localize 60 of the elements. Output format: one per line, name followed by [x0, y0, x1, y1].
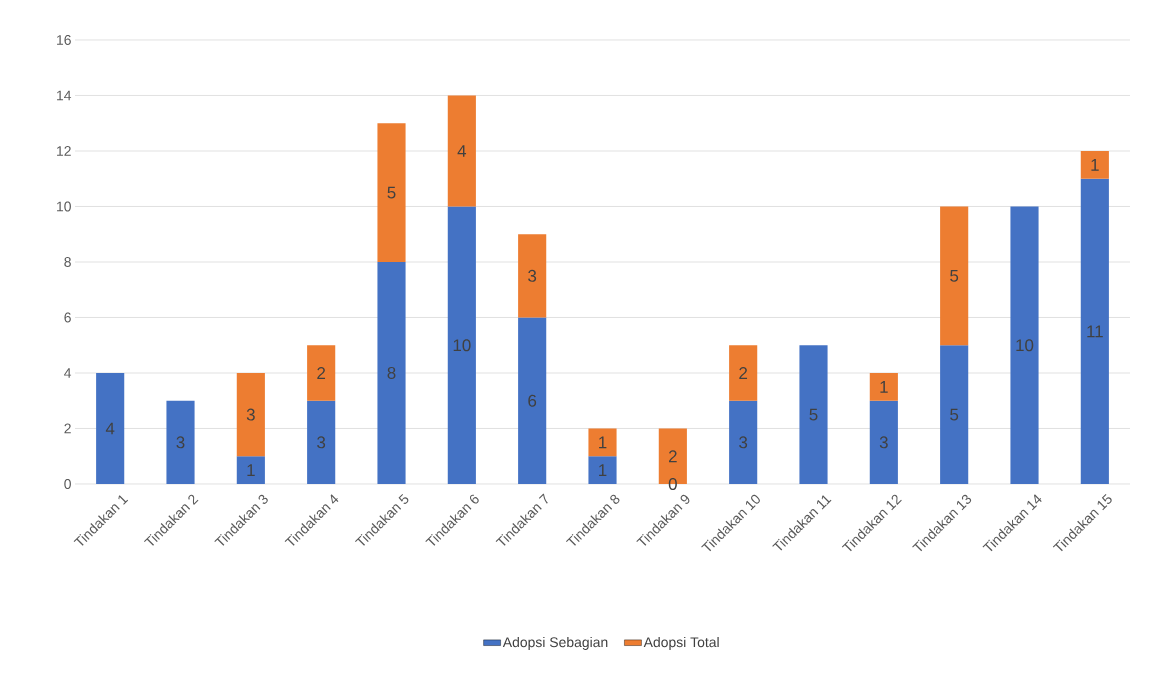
data-label: 2: [668, 450, 677, 463]
data-label: 5: [950, 269, 959, 282]
y-tick-label: 4: [64, 368, 72, 378]
bar: [869, 400, 898, 484]
data-label: 1: [599, 436, 607, 449]
bar: [447, 95, 476, 207]
bar: [729, 400, 758, 484]
bar: [307, 345, 336, 401]
bar: [1080, 178, 1109, 484]
y-tick-label: 10: [57, 201, 71, 212]
data-label: 4: [105, 422, 115, 435]
data-label: 10: [1016, 339, 1034, 352]
data-label: 3: [879, 436, 888, 449]
data-label: 3: [317, 436, 326, 449]
data-label: 1: [880, 381, 888, 393]
bar: [588, 456, 617, 484]
bar: [940, 206, 969, 346]
data-label: 1: [1091, 159, 1099, 171]
data-label: 4: [457, 145, 467, 157]
legend-label: Adopsi Sebagian: [502, 636, 608, 650]
data-label: 5: [387, 186, 396, 199]
data-label: 3: [739, 436, 748, 449]
data-label: 11: [1087, 325, 1103, 338]
bar: [377, 123, 406, 262]
y-tick-label: 16: [57, 35, 71, 45]
bar: [307, 400, 336, 484]
data-label: 1: [599, 464, 607, 476]
bar: [869, 372, 898, 401]
bar: [236, 372, 265, 457]
bar: [588, 428, 617, 457]
bar: [940, 345, 969, 484]
data-label: 3: [528, 269, 537, 282]
y-tick-label: 2: [64, 423, 71, 434]
data-label: 1: [247, 464, 255, 476]
bar: [96, 372, 125, 484]
data-label: 3: [176, 436, 185, 449]
bar: [166, 400, 195, 484]
y-tick-label: 6: [64, 312, 71, 323]
bar: [1010, 206, 1039, 484]
y-tick-label: 14: [57, 90, 72, 101]
bar: [518, 234, 547, 318]
bar: [447, 206, 476, 484]
bar: [518, 317, 547, 484]
data-label: 8: [387, 366, 396, 379]
data-label: 5: [809, 408, 818, 421]
data-label: 10: [453, 339, 471, 352]
data-label: 6: [528, 394, 537, 407]
legend-label: Adopsi Total: [643, 636, 719, 650]
y-tick-label: 12: [57, 146, 71, 156]
y-tick-label: 0: [64, 479, 71, 489]
data-label: 2: [317, 367, 326, 379]
bar: [1080, 150, 1109, 179]
y-tick-label: 8: [64, 257, 71, 267]
data-label: 5: [950, 408, 959, 421]
bar: [729, 345, 758, 401]
bar: [799, 345, 828, 484]
bar: [236, 456, 265, 484]
data-label: 3: [246, 408, 255, 421]
data-label: 2: [739, 367, 748, 379]
bar: [377, 261, 406, 484]
